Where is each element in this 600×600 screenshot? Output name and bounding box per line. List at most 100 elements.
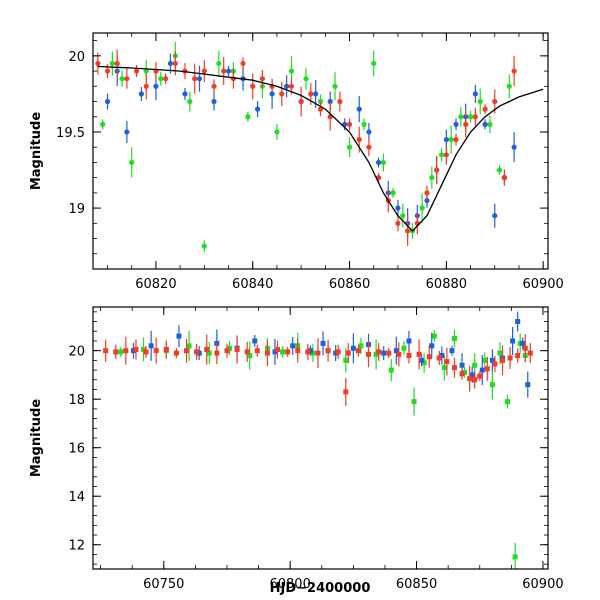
top-data-point — [424, 190, 430, 196]
bottom-x-tick-label: 60900 — [522, 577, 563, 592]
top-y-tick-label: 19.5 — [56, 126, 85, 141]
bottom-data-point — [224, 348, 230, 354]
top-data-point — [496, 167, 503, 173]
bottom-data-point — [264, 350, 270, 356]
bottom-data-point — [449, 348, 455, 354]
top-data-point — [109, 60, 115, 67]
bottom-data-point — [482, 357, 488, 363]
top-data-point — [472, 91, 478, 97]
bottom-data-point — [510, 338, 516, 344]
top-data-point — [419, 205, 425, 211]
top-data-point — [129, 159, 135, 166]
top-data-point — [167, 60, 174, 67]
top-data-point — [501, 175, 508, 181]
bottom-data-point — [436, 355, 442, 361]
bottom-data-point — [123, 348, 129, 354]
bottom-x-axis-label: HJD−2400000 — [270, 581, 371, 596]
top-data-point — [95, 60, 101, 67]
bottom-data-point — [343, 357, 349, 363]
bottom-data-point — [472, 362, 478, 368]
top-data-point — [138, 91, 145, 97]
top-data-point — [201, 243, 207, 249]
top-data-point — [104, 68, 111, 74]
bottom-data-point — [343, 389, 349, 395]
top-data-point — [453, 121, 459, 127]
bottom-data-point — [522, 345, 528, 351]
top-data-point — [405, 228, 411, 234]
bottom-axis-ticks — [93, 307, 548, 569]
bottom-panel: 60750 60800 60850 60900 12 14 16 18 20 M… — [29, 306, 564, 596]
bottom-data-point — [376, 349, 382, 355]
bottom-data-point — [426, 354, 432, 360]
bottom-y-tick-label: 12 — [68, 539, 85, 554]
top-data-point — [288, 68, 295, 74]
bottom-panel-frame — [92, 306, 549, 570]
bottom-data-point — [429, 343, 435, 349]
top-data-point — [254, 106, 261, 112]
bottom-data-point — [307, 348, 313, 354]
bottom-x-tick-label: 60850 — [396, 577, 437, 592]
top-data-point — [158, 76, 164, 82]
bottom-data-point — [350, 345, 356, 351]
bottom-data-point — [451, 336, 457, 342]
top-data-point — [172, 60, 178, 67]
top-data-point — [492, 98, 498, 105]
top-y-axis-label: Magnitude — [29, 112, 44, 191]
bottom-data-point — [325, 348, 331, 354]
bottom-data-point — [310, 350, 316, 356]
bottom-data-point — [459, 362, 465, 368]
top-data-point — [284, 83, 290, 89]
top-data-point — [187, 98, 193, 105]
bottom-data-point — [381, 350, 387, 356]
bottom-data-point — [388, 367, 394, 373]
top-data-point — [133, 68, 140, 74]
bottom-data-point — [484, 366, 490, 372]
top-data-point — [211, 98, 217, 105]
bottom-data-point — [520, 340, 526, 346]
top-data-point — [114, 60, 120, 67]
top-series-1 — [100, 41, 512, 253]
bottom-data-point — [285, 349, 291, 355]
bottom-data-point — [113, 349, 119, 355]
top-data-point — [250, 83, 256, 89]
top-data-point — [182, 91, 188, 97]
bottom-data-point — [497, 350, 503, 356]
bottom-data-point — [467, 376, 473, 382]
bottom-data-point — [355, 348, 361, 354]
top-data-point — [366, 144, 372, 150]
bottom-data-point — [176, 333, 182, 339]
bottom-data-point — [130, 348, 136, 354]
bottom-data-point — [358, 343, 364, 349]
bottom-data-point — [305, 349, 311, 355]
bottom-data-point — [373, 351, 379, 357]
bottom-data-point — [489, 382, 495, 388]
top-series-2 — [104, 53, 517, 239]
top-data-point — [221, 68, 227, 74]
top-axis-ticks — [93, 33, 548, 270]
bottom-series-2 — [130, 311, 531, 398]
top-data-point — [482, 121, 488, 127]
top-data-point — [511, 68, 517, 74]
bottom-data-point — [505, 399, 511, 405]
top-data-point — [308, 91, 314, 97]
top-data-point — [400, 213, 406, 219]
bottom-data-point — [459, 371, 465, 377]
top-plot-area — [95, 41, 544, 253]
top-data-point — [124, 129, 130, 135]
top-data-point — [395, 220, 401, 226]
bottom-y-tick-label: 18 — [68, 393, 85, 408]
top-data-point — [332, 83, 338, 89]
bottom-data-point — [515, 319, 521, 325]
bottom-data-point — [184, 348, 190, 354]
top-data-point — [448, 136, 454, 143]
top-data-point — [211, 83, 217, 89]
top-data-point — [366, 129, 372, 135]
bottom-data-point — [406, 338, 412, 344]
top-data-point — [303, 76, 309, 82]
bottom-y-tick-label: 16 — [68, 442, 85, 457]
bottom-data-point — [254, 348, 260, 354]
top-data-point — [482, 106, 488, 112]
bottom-data-point — [419, 357, 425, 363]
bottom-y-axis-label: Magnitude — [29, 399, 44, 478]
top-data-point — [124, 76, 130, 82]
